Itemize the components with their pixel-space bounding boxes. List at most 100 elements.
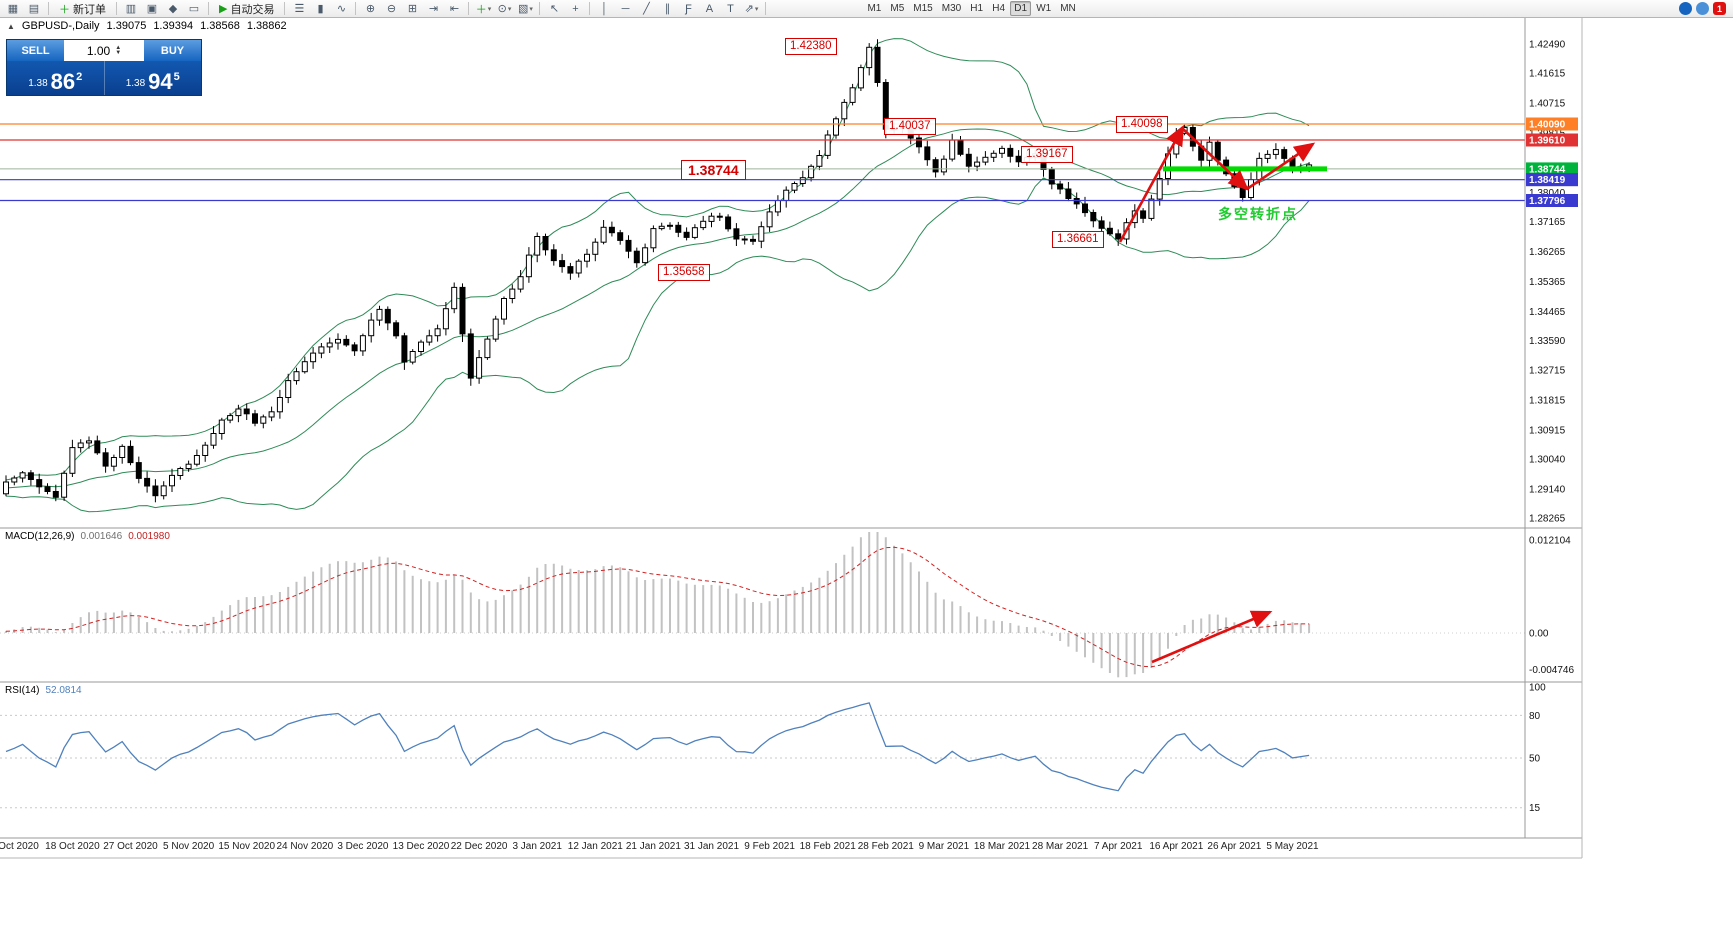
svg-text:-0.004746: -0.004746 [1529,665,1574,676]
autotrading-button-label: 自动交易 [230,3,275,16]
trend-arrow[interactable] [1118,124,1185,243]
timeframe-m30[interactable]: M30 [941,3,962,14]
trend-arrow[interactable] [1246,142,1316,191]
one-click-trading-panel: SELL 1.00 ▲ ▼ BUY 1.38 86 2 1.38 94 5 [6,39,202,96]
bollinger-middle-band [5,128,1310,489]
candlestick-chart-icon[interactable]: ▮ [310,1,330,17]
navigator-icon: ◆ [168,3,178,15]
arrows-icon[interactable]: ⇗ ▾ [741,1,761,17]
help-icon[interactable] [1696,2,1709,15]
community-icon[interactable] [1679,2,1692,15]
trendline-icon[interactable]: ╱ [636,1,656,17]
arrows-icon-dropdown[interactable]: ▾ [754,5,759,13]
timeframe-d1[interactable]: D1 [1010,1,1032,16]
volume-input[interactable]: 1.00 ▲ ▼ [64,40,144,61]
auto-scroll-icon: ⇥ [428,3,439,15]
line-chart-icon[interactable]: ∿ [331,1,351,17]
templates-icon-dropdown[interactable]: ▾ [529,5,533,13]
price-callout[interactable]: 1.42380 [785,38,837,55]
horizontal-line-icon[interactable]: ─ [615,1,635,17]
date-label: 21 Jan 2021 [626,841,681,852]
periods-icon[interactable]: ⊙ ▾ [494,1,514,17]
macd-signal-value: 0.001980 [128,531,170,542]
date-label: 3 Jan 2021 [512,841,562,852]
buy-button[interactable]: BUY [144,40,201,61]
navigator-icon[interactable]: ◆ [163,1,183,17]
timeframe-mn[interactable]: MN [1060,3,1076,14]
pivot-annotation-text[interactable]: 多空转折点 [1218,206,1298,222]
market-watch-icon[interactable]: ▥ [121,1,141,17]
new-chart-icon[interactable]: ▦ [3,1,23,17]
cursor-icon[interactable]: ↖ [544,1,564,17]
toolbar-separator [468,2,470,15]
macd-signal-line [5,546,1310,668]
templates-icon[interactable]: ▧ ▾ [515,1,535,17]
toolbar-separator [539,2,541,15]
timeframe-m15[interactable]: M15 [913,3,933,14]
crosshair-icon[interactable]: + [565,1,585,17]
symbol-name: GBPUSD-,Daily [21,20,100,32]
toolbar-separator [116,2,117,15]
volume-spinner[interactable]: ▲ ▼ [115,44,122,56]
timeframe-m1[interactable]: M1 [867,3,882,14]
bollinger-lower-band [5,177,1310,513]
new-order-button[interactable]: ＋新订单 [53,1,112,17]
rsi-name: RSI(14) [5,685,40,696]
timeframe-m5[interactable]: M5 [890,3,905,14]
price-callout[interactable]: 1.40098 [1116,116,1168,133]
zoom-out-icon[interactable]: ⊖ [381,1,401,17]
trend-arrow[interactable] [1182,128,1249,191]
data-window-icon[interactable]: ▣ [142,1,162,17]
price-callout[interactable]: 1.35658 [658,264,710,281]
vertical-line-icon: │ [601,2,608,15]
bar-chart-icon[interactable]: ☰ [289,1,309,17]
toolbar-separator [765,2,767,15]
chart-shift-icon[interactable]: ⇤ [444,1,464,17]
chart-profiles-icon[interactable]: ▤ [24,1,44,17]
notifications-badge[interactable]: 1 [1713,2,1726,15]
svg-text:1.31815: 1.31815 [1529,395,1566,406]
price-callout[interactable]: 1.39167 [1021,146,1073,163]
auto-scroll-icon[interactable]: ⇥ [423,1,443,17]
quick-nav-arrow-icon[interactable]: ▲ [7,21,15,31]
svg-text:1.41615: 1.41615 [1529,69,1566,80]
indicators-icon[interactable]: ＋ ▾ [473,1,493,17]
sell-button[interactable]: SELL [7,40,64,61]
channel-icon[interactable]: ∥ [657,1,677,17]
fibonacci-icon[interactable]: Ƒ [678,1,698,17]
price-callout[interactable]: 1.38744 [681,160,746,180]
text-icon[interactable]: A [699,1,719,17]
price-callout[interactable]: 1.40037 [884,118,936,135]
text-label-icon[interactable]: T [720,1,740,17]
ohlc-open: 1.39075 [106,20,147,32]
data-window-icon: ▣ [146,3,158,15]
sell-price[interactable]: 1.38 86 2 [7,61,104,95]
toolbar-right-group: 1 [1679,2,1730,15]
svg-text:1.38040: 1.38040 [1529,188,1566,199]
indicators-icon-dropdown[interactable]: ▾ [487,5,492,13]
timeframe-h1[interactable]: H1 [970,3,984,14]
autotrading-button[interactable]: ▶ 自动交易 [213,1,280,17]
timeframe-w1[interactable]: W1 [1036,3,1052,14]
date-label: 9 Mar 2021 [919,841,970,852]
tile-windows-icon[interactable]: ⊞ [402,1,422,17]
sell-price-sup: 2 [76,71,83,83]
price-callout[interactable]: 1.36661 [1052,231,1104,248]
timeframe-h4[interactable]: H4 [992,3,1006,14]
svg-text:1.32715: 1.32715 [1529,365,1566,376]
price-axis[interactable]: 1.424901.416151.407151.398151.380401.371… [1526,40,1578,525]
svg-text:1.35365: 1.35365 [1529,277,1566,288]
terminal-icon[interactable]: ▭ [184,1,204,17]
buy-price[interactable]: 1.38 94 5 [103,61,202,95]
svg-text:80: 80 [1529,711,1541,722]
vertical-line-icon[interactable]: │ [594,1,614,17]
buy-price-main: 94 [148,69,173,94]
zoom-in-icon[interactable]: ⊕ [360,1,380,17]
trend-arrow[interactable] [1151,610,1273,664]
toolbar-separator [355,2,357,15]
autotrading-button: ▶ [219,3,228,15]
periods-icon-dropdown[interactable]: ▾ [507,5,512,13]
horizontal-line-icon: ─ [621,2,630,15]
